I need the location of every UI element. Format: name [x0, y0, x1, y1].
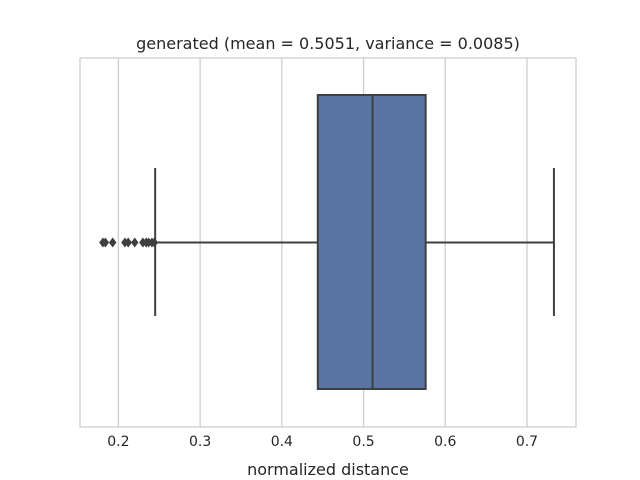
plot-frame: [79, 57, 577, 428]
x-tick-labels: 0.2 0.3 0.4 0.5 0.6 0.7: [107, 434, 538, 450]
x-tick-label: 0.2: [107, 434, 129, 450]
x-tick-label: 0.5: [352, 434, 374, 450]
outlier-point: [108, 237, 117, 248]
box-plot: [99, 94, 555, 390]
outlier-point: [124, 237, 132, 248]
x-axis-label: normalized distance: [247, 460, 409, 479]
chart-title: generated (mean = 0.5051, variance = 0.0…: [136, 34, 520, 53]
outlier-point: [101, 237, 110, 248]
x-tick-label: 0.7: [516, 434, 538, 450]
x-tick-label: 0.4: [271, 434, 293, 450]
x-tick-label: 0.6: [434, 434, 456, 450]
x-tick-label: 0.3: [189, 434, 211, 450]
outlier-point: [130, 237, 139, 248]
outlier-point: [150, 237, 159, 248]
